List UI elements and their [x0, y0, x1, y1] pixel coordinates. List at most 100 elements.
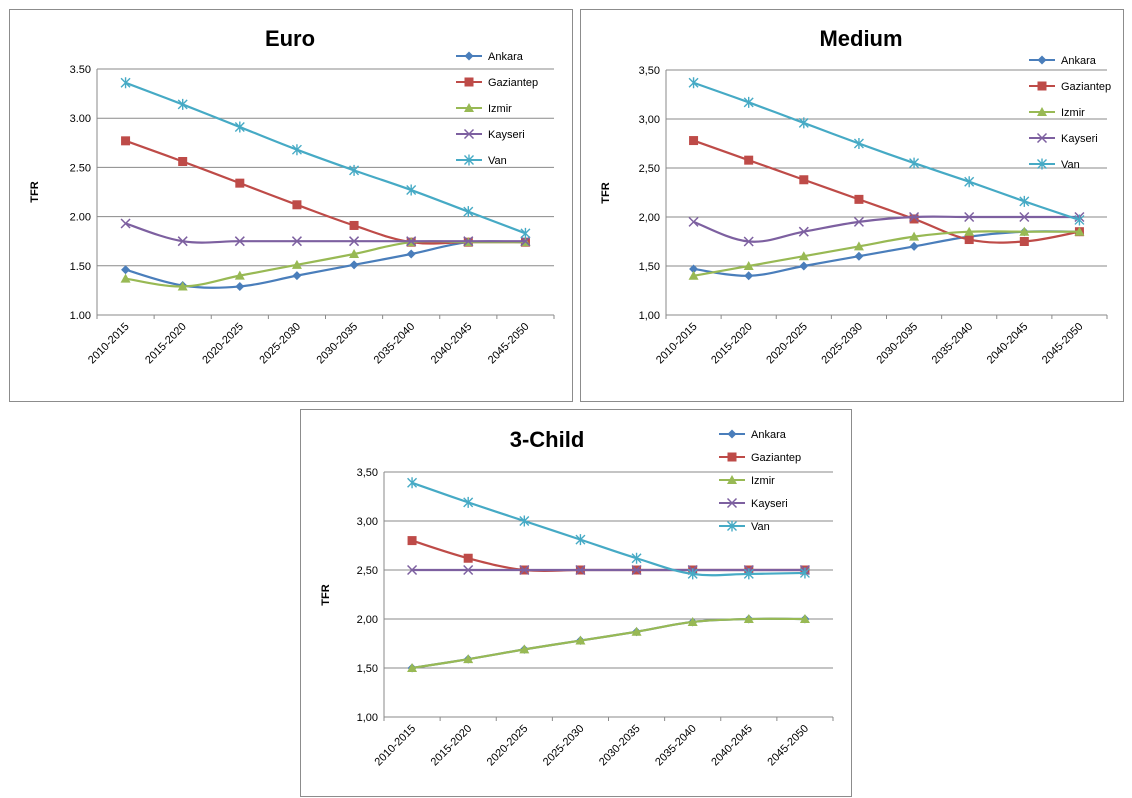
3-child-legend-item-gaziantep: Gaziantep	[719, 452, 801, 464]
euro-series-kayseri-line	[125, 222, 526, 244]
3-child-series-van-point	[631, 552, 642, 564]
euro-series-izmir-point	[234, 270, 245, 280]
euro-legend: Ankara Gaziantep Izmir Kayseri Van	[456, 51, 538, 167]
medium-series-ankara-point	[689, 264, 699, 274]
euro-series-gaziantep-point	[349, 220, 359, 230]
medium-series-kayseri-line	[693, 215, 1080, 243]
3-child-series-van-point	[799, 567, 810, 579]
3-child-y-tick-label: 3,00	[357, 516, 378, 528]
3-child-series-van-point	[687, 568, 698, 580]
medium-series-izmir-point	[1074, 226, 1085, 236]
medium-legend-item-izmir-label: Izmir	[1061, 107, 1085, 119]
medium-legend-item-kayseri-marker	[1036, 132, 1048, 144]
3-child-y-axis-label: TFR	[320, 584, 332, 605]
3-child-series-van-point	[463, 496, 474, 508]
chart-euro: Euro 1.00 1.50 2.00 2.50 3.00 3.50 TFR 2010-2015…	[29, 26, 555, 367]
euro-y-tick-label: 1.50	[70, 261, 91, 273]
medium-y-tick-label: 2,00	[639, 212, 660, 224]
medium-x-tick-label: 2040-2045	[985, 321, 1031, 367]
medium-series-van	[688, 77, 1085, 226]
medium-series-gaziantep-point	[689, 136, 699, 146]
medium-series-van-point	[1019, 195, 1030, 207]
medium-legend-item-izmir-marker	[1037, 107, 1047, 116]
medium-legend-item-ankara-marker	[1037, 55, 1047, 65]
medium-series-ankara-point	[744, 271, 754, 281]
euro-series-kayseri-point	[177, 236, 188, 247]
3-child-y-tick-label: 1,00	[357, 712, 378, 724]
euro-series-kayseri-point	[120, 218, 131, 229]
medium-series-ankara-point	[799, 261, 809, 271]
euro-legend-item-ankara-label: Ankara	[488, 51, 524, 63]
3-child-x-tick-label: 2035-2040	[653, 723, 699, 769]
3-child-x-tick-label: 2045-2050	[765, 723, 811, 769]
euro-series-ankara-line	[125, 240, 526, 289]
medium-series-kayseri-point	[798, 226, 809, 237]
medium-series-gaziantep-point	[909, 214, 919, 224]
3-child-legend-item-ankara: Ankara	[719, 429, 787, 441]
medium-series-van-point	[798, 117, 809, 129]
medium-series-gaziantep-line	[693, 139, 1080, 244]
euro-series-ankara-point	[406, 249, 416, 259]
euro-legend-item-ankara: Ankara	[456, 51, 524, 63]
3-child-legend-item-gaziantep-marker	[727, 452, 737, 462]
3-child-chart-title: 3-Child	[510, 427, 585, 452]
euro-x-tick-label: 2015-2020	[143, 321, 189, 367]
3-child-series-izmir-point	[407, 663, 418, 672]
euro-x-tick-label: 2045-2050	[486, 321, 532, 367]
euro-series-van-point	[349, 164, 360, 176]
euro-series-van-point	[120, 77, 131, 89]
medium-series-gaziantep-point	[1019, 237, 1029, 246]
medium-series-van-point	[688, 77, 699, 89]
euro-series-kayseri-point	[234, 236, 245, 247]
3-child-legend-item-ankara-label: Ankara	[751, 429, 787, 441]
euro-series-van-point	[463, 206, 474, 218]
3-child-legend-item-izmir-label: Izmir	[751, 475, 775, 487]
3-child-legend: Ankara Gaziantep Izmir Kayseri Van	[719, 429, 801, 533]
medium-x-tick-label: 2045-2050	[1040, 321, 1086, 367]
medium-x-tick-label: 2015-2020	[709, 321, 755, 367]
euro-series-izmir-point	[120, 273, 131, 283]
euro-legend-item-gaziantep-label: Gaziantep	[488, 77, 538, 89]
medium-y-tick-label: 3,00	[639, 114, 660, 126]
euro-series-izmir-point	[291, 259, 302, 269]
chart-panel-medium: Medium 1,00 1,50 2,00 2,50 3,00 3,50 TFR 2010-20…	[580, 9, 1124, 402]
medium-legend-item-van-marker	[1037, 158, 1047, 170]
euro-series-gaziantep-point	[121, 136, 131, 146]
euro-series-gaziantep	[121, 136, 530, 247]
medium-series-ankara-point	[909, 241, 919, 251]
3-child-x-tick-label: 2025-2030	[541, 723, 587, 769]
euro-legend-item-van: Van	[456, 154, 507, 167]
euro-series-van	[120, 77, 531, 239]
medium-series-izmir-point	[853, 241, 864, 251]
3-child-series-izmir-point	[631, 626, 642, 636]
chart-panel-euro: Euro 1.00 1.50 2.00 2.50 3.00 3.50 TFR 2010-2015…	[9, 9, 573, 402]
medium-x-tick-label: 2010-2015	[654, 321, 700, 367]
medium-legend-item-izmir: Izmir	[1029, 107, 1085, 119]
medium-y-tick-label: 2,50	[639, 163, 660, 175]
medium-legend: Ankara Gaziantep Izmir Kayseri Van	[1029, 55, 1111, 171]
euro-x-tick-label: 2035-2040	[372, 321, 418, 367]
euro-series-izmir-point	[177, 281, 188, 291]
medium-series-ankara-point	[854, 251, 864, 261]
3-child-series-izmir-point	[687, 616, 698, 626]
3-child-y-tick-label: 1,50	[357, 663, 378, 675]
euro-y-tick-label: 2.00	[70, 212, 91, 224]
3-child-y-tick-label: 3,50	[357, 467, 378, 479]
euro-y-axis-label: TFR	[29, 181, 41, 202]
medium-series-kayseri-point	[688, 216, 699, 227]
euro-series-van-line	[125, 81, 526, 235]
euro-series-van-point	[177, 98, 188, 110]
3-child-legend-item-gaziantep-label: Gaziantep	[751, 452, 801, 464]
euro-y-tick-label: 3.50	[70, 64, 91, 76]
3-child-legend-item-van-label: Van	[751, 521, 770, 533]
medium-series-gaziantep-point	[964, 235, 974, 245]
medium-series-gaziantep-point	[799, 175, 809, 185]
medium-x-tick-label: 2025-2030	[819, 321, 865, 367]
medium-y-tick-label: 3,50	[639, 65, 660, 77]
medium-series-van-point	[909, 157, 920, 169]
3-child-x-tick-label: 2010-2015	[372, 723, 418, 769]
euro-chart-title: Euro	[265, 26, 315, 51]
medium-series-gaziantep-point	[744, 155, 754, 165]
euro-x-tick-label: 2030-2035	[314, 321, 360, 367]
medium-series-van-point	[853, 138, 864, 149]
